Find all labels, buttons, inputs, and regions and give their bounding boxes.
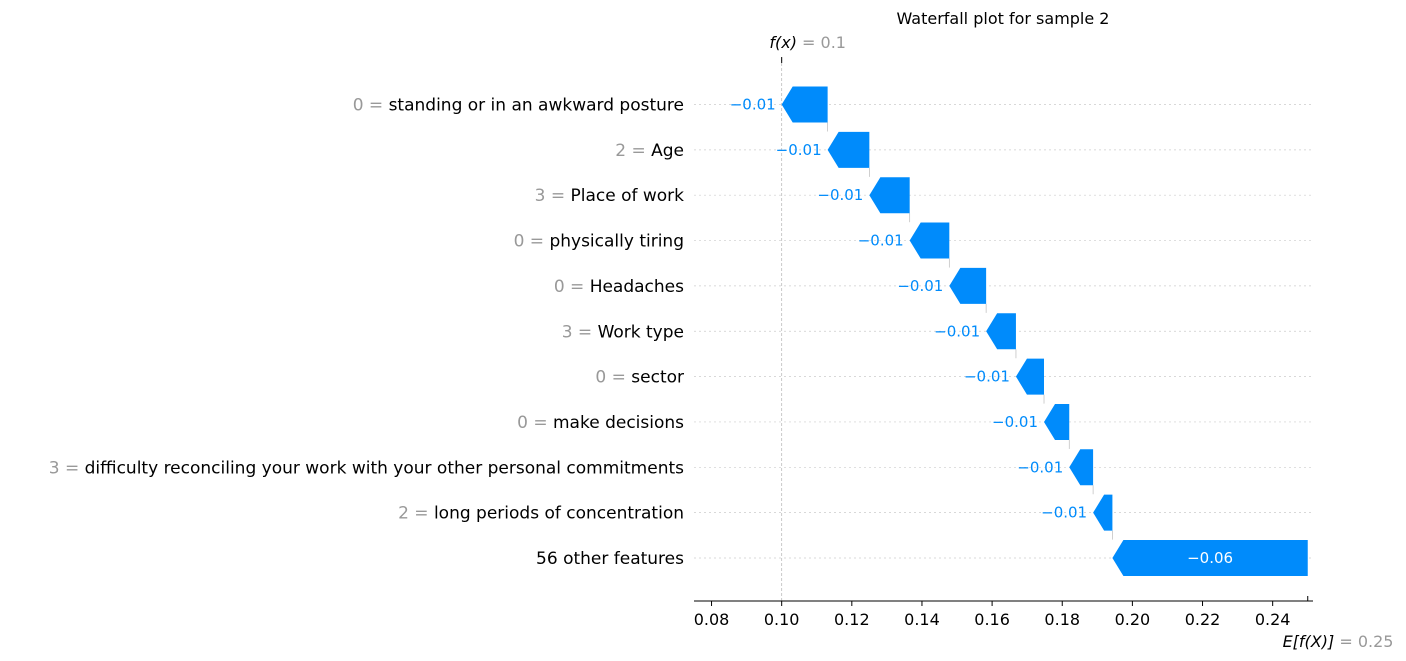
x-tick-label: 0.24 [1255,610,1291,629]
feature-label: 56 other features [536,549,684,569]
waterfall-bar [986,313,1016,350]
waterfall-bar [781,86,828,123]
feature-label: 0 = Headaches [554,277,684,297]
feature-name: make decisions [553,413,684,433]
feature-value: 3 = [535,186,571,206]
waterfall-bar [1093,494,1113,531]
waterfall-bar [869,177,910,214]
feature-label: 0 = make decisions [517,413,684,433]
feature-value: 0 = [353,96,389,116]
feature-name: standing or in an awkward posture [389,96,684,116]
feature-label: 0 = physically tiring [514,232,684,252]
feature-name: Age [651,141,684,161]
bar-value-label: −0.01 [817,186,863,204]
bar-value-label: −0.01 [1017,458,1063,476]
chart-title: Waterfall plot for sample 2 [897,9,1110,28]
bar-value-label: −0.01 [776,141,822,159]
feature-name: difficulty reconciling your work with yo… [85,458,685,478]
waterfall-bar [1112,540,1308,576]
waterfall-bar [827,131,870,168]
fx-annotation: f(x) = 0.1 [769,33,846,52]
feature-name: sector [631,368,684,388]
feature-label: 2 = long periods of concentration [398,504,684,524]
feature-name: Place of work [570,186,684,206]
bar-value-label: −0.06 [1187,549,1233,567]
x-tick-label: 0.14 [904,610,940,629]
feature-label: 3 = Work type [562,322,684,342]
feature-label: 2 = Age [615,141,684,161]
feature-name: Work type [598,322,684,342]
bar-value-label: −0.01 [897,277,943,295]
x-tick-label: 0.16 [974,610,1010,629]
feature-name: Headaches [590,277,684,297]
waterfall-bar [1015,358,1045,395]
waterfall-bar [909,222,950,259]
feature-value: 2 = [398,504,434,524]
feature-value: 3 = [49,458,85,478]
base-value-annotation: E[f(X)] = 0.25 [1283,632,1394,651]
feature-value: 3 = [562,322,598,342]
x-tick-label: 0.12 [834,610,870,629]
waterfall-bar [1044,403,1070,440]
x-tick-label: 0.22 [1185,610,1221,629]
x-tick-label: 0.10 [764,610,800,629]
feature-name: physically tiring [549,232,684,252]
feature-value: 0 = [595,368,631,388]
feature-name: long periods of concentration [434,504,684,524]
feature-label: 0 = standing or in an awkward posture [353,96,684,116]
feature-labels: 0 = standing or in an awkward posture 2 =… [49,96,684,570]
feature-label: 3 = difficulty reconciling your work wit… [49,458,684,478]
feature-label: 3 = Place of work [535,186,685,206]
feature-label: 0 = sector [595,368,684,388]
bar-value-label: −0.01 [992,413,1038,431]
bar-value-label: −0.01 [730,96,776,114]
feature-name: 56 other features [536,549,684,569]
bar-value-label: −0.01 [858,232,904,250]
x-tick-label: 0.18 [1044,610,1080,629]
feature-value: 0 = [514,232,550,252]
feature-value: 0 = [517,413,553,433]
waterfall-bar [949,267,987,304]
waterfall-bar [1069,449,1094,486]
x-axis: 0.08 0.10 0.12 0.14 0.16 0.18 0.20 0.22 0.24 [694,57,1313,629]
bar-value-label: −0.01 [934,322,980,340]
bar-value-label: −0.01 [964,368,1010,386]
x-tick-label: 0.08 [694,610,730,629]
feature-value: 2 = [615,141,651,161]
x-tick-label: 0.20 [1115,610,1151,629]
bar-value-label: −0.01 [1041,504,1087,522]
feature-value: 0 = [554,277,590,297]
bars: −0.01 −0.01 −0.01 −0.01 −0.01 −0.01 −0.01 −0.01… [730,86,1308,576]
